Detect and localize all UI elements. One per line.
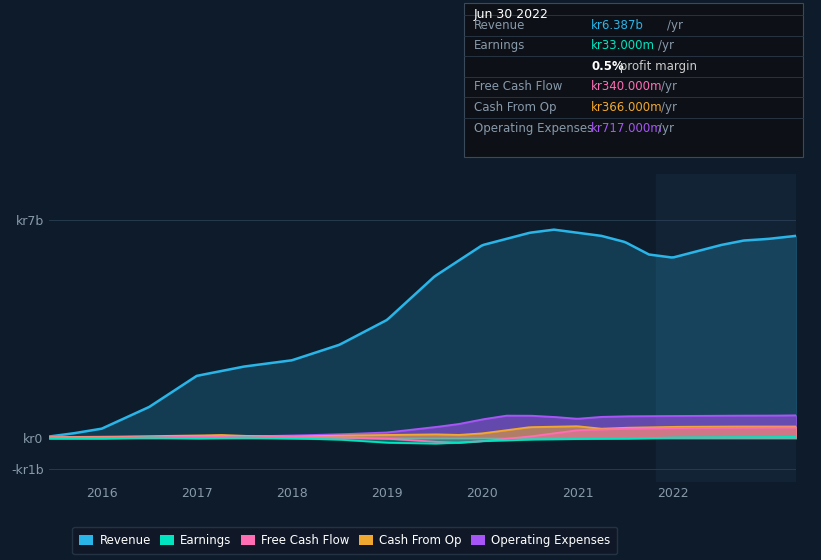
Text: /yr: /yr <box>667 19 683 32</box>
Text: kr340.000m: kr340.000m <box>591 81 663 94</box>
Text: /yr: /yr <box>658 39 674 53</box>
Bar <box>657 174 796 482</box>
Text: kr717.000m: kr717.000m <box>591 122 663 134</box>
Text: Revenue: Revenue <box>474 19 525 32</box>
Text: kr6.387b: kr6.387b <box>591 19 644 32</box>
Text: 0.5%: 0.5% <box>591 60 624 73</box>
Text: /yr: /yr <box>661 101 677 114</box>
Text: kr33.000m: kr33.000m <box>591 39 655 53</box>
Text: kr366.000m: kr366.000m <box>591 101 663 114</box>
Text: Earnings: Earnings <box>474 39 525 53</box>
Legend: Revenue, Earnings, Free Cash Flow, Cash From Op, Operating Expenses: Revenue, Earnings, Free Cash Flow, Cash … <box>72 527 617 554</box>
Text: profit margin: profit margin <box>616 60 697 73</box>
Text: Cash From Op: Cash From Op <box>474 101 556 114</box>
Text: Operating Expenses: Operating Expenses <box>474 122 593 134</box>
Text: Free Cash Flow: Free Cash Flow <box>474 81 562 94</box>
Text: Jun 30 2022: Jun 30 2022 <box>474 8 548 21</box>
Text: /yr: /yr <box>658 122 674 134</box>
Text: /yr: /yr <box>661 81 677 94</box>
